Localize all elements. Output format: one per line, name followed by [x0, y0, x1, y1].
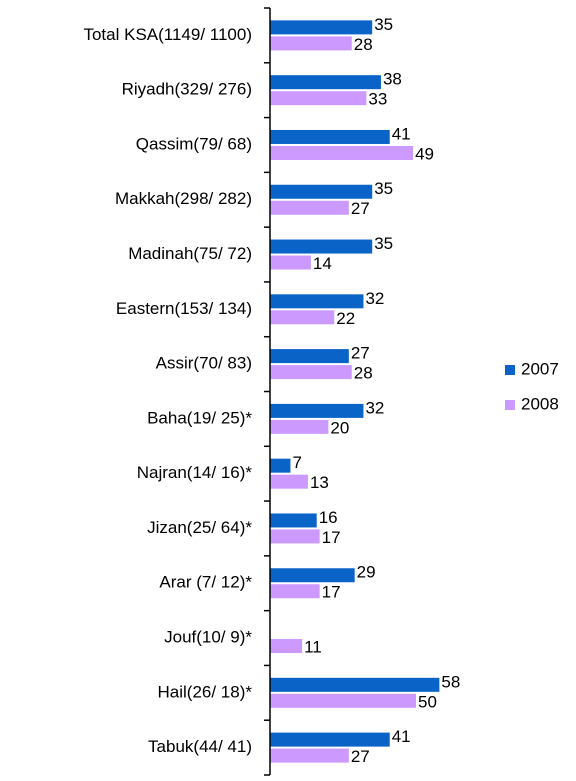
category-label: Jizan(25/ 64)*: [147, 518, 252, 537]
bar: [270, 129, 390, 144]
bar: [270, 294, 364, 309]
bar: [270, 75, 381, 90]
data-label: 20: [330, 418, 349, 437]
bar: [270, 255, 311, 270]
data-label: 17: [322, 528, 341, 547]
bar: [270, 239, 373, 254]
legend-label: 2008: [521, 394, 559, 413]
data-label: 38: [383, 70, 402, 89]
bar: [270, 474, 308, 489]
data-label: 32: [365, 398, 384, 417]
category-label: Qassim(79/ 68): [136, 134, 252, 153]
data-label: 27: [351, 199, 370, 218]
bar: [270, 419, 329, 434]
category-label: Assir(70/ 83): [156, 354, 252, 373]
data-label: 35: [374, 234, 393, 253]
data-label: 7: [292, 453, 301, 472]
bar: [270, 677, 440, 692]
category-label: Total KSA(1149/ 1100): [83, 25, 252, 44]
data-label: 16: [319, 508, 338, 527]
data-label: 13: [310, 473, 329, 492]
category-label: Riyadh(329/ 276): [122, 80, 252, 99]
data-label: 29: [357, 563, 376, 582]
category-label: Eastern(153/ 134): [116, 299, 252, 318]
bar: [270, 584, 320, 599]
data-label: 28: [354, 364, 373, 383]
bar: [270, 200, 349, 215]
data-label: 27: [351, 747, 370, 766]
bar: [270, 458, 291, 473]
data-label: 28: [354, 35, 373, 54]
legend-swatch: [505, 365, 515, 375]
data-label: 11: [304, 638, 322, 657]
bar: [270, 529, 320, 544]
data-label: 14: [313, 254, 332, 273]
data-label: 41: [392, 124, 411, 143]
bar: [270, 184, 373, 199]
bar: [270, 693, 416, 708]
category-label: Arar (7/ 12)*: [159, 573, 252, 592]
category-label: Najran(14/ 16)*: [137, 463, 253, 482]
data-label: 41: [392, 727, 411, 746]
category-label: Hail(26/ 18)*: [158, 682, 253, 701]
category-label: Baha(19/ 25)*: [147, 408, 252, 427]
bar: [270, 349, 349, 364]
bar: [270, 365, 352, 380]
bar: [270, 748, 349, 763]
legend-swatch: [505, 400, 515, 410]
bar: [270, 20, 373, 35]
category-label: Tabuk(44/ 41): [148, 737, 252, 756]
legend-label: 2007: [521, 359, 559, 378]
data-label: 32: [365, 289, 384, 308]
bar: [270, 639, 303, 654]
data-label: 35: [374, 15, 393, 34]
data-label: 58: [441, 672, 460, 691]
data-label: 17: [322, 583, 341, 602]
category-label: Jouf(10/ 9)*: [164, 628, 252, 647]
bar: [270, 403, 364, 418]
data-label: 49: [415, 144, 434, 163]
bar: [270, 91, 367, 106]
category-label: Madinah(75/ 72): [128, 244, 252, 263]
bar: [270, 568, 355, 583]
category-label: Makkah(298/ 282): [115, 189, 252, 208]
bar: [270, 513, 317, 528]
bar: [270, 145, 414, 160]
bar: [270, 36, 352, 51]
data-label: 35: [374, 179, 393, 198]
data-label: 27: [351, 344, 370, 363]
bar: [270, 732, 390, 747]
bar: [270, 310, 335, 325]
data-label: 33: [368, 90, 387, 109]
data-label: 22: [336, 309, 355, 328]
data-label: 50: [418, 692, 437, 711]
